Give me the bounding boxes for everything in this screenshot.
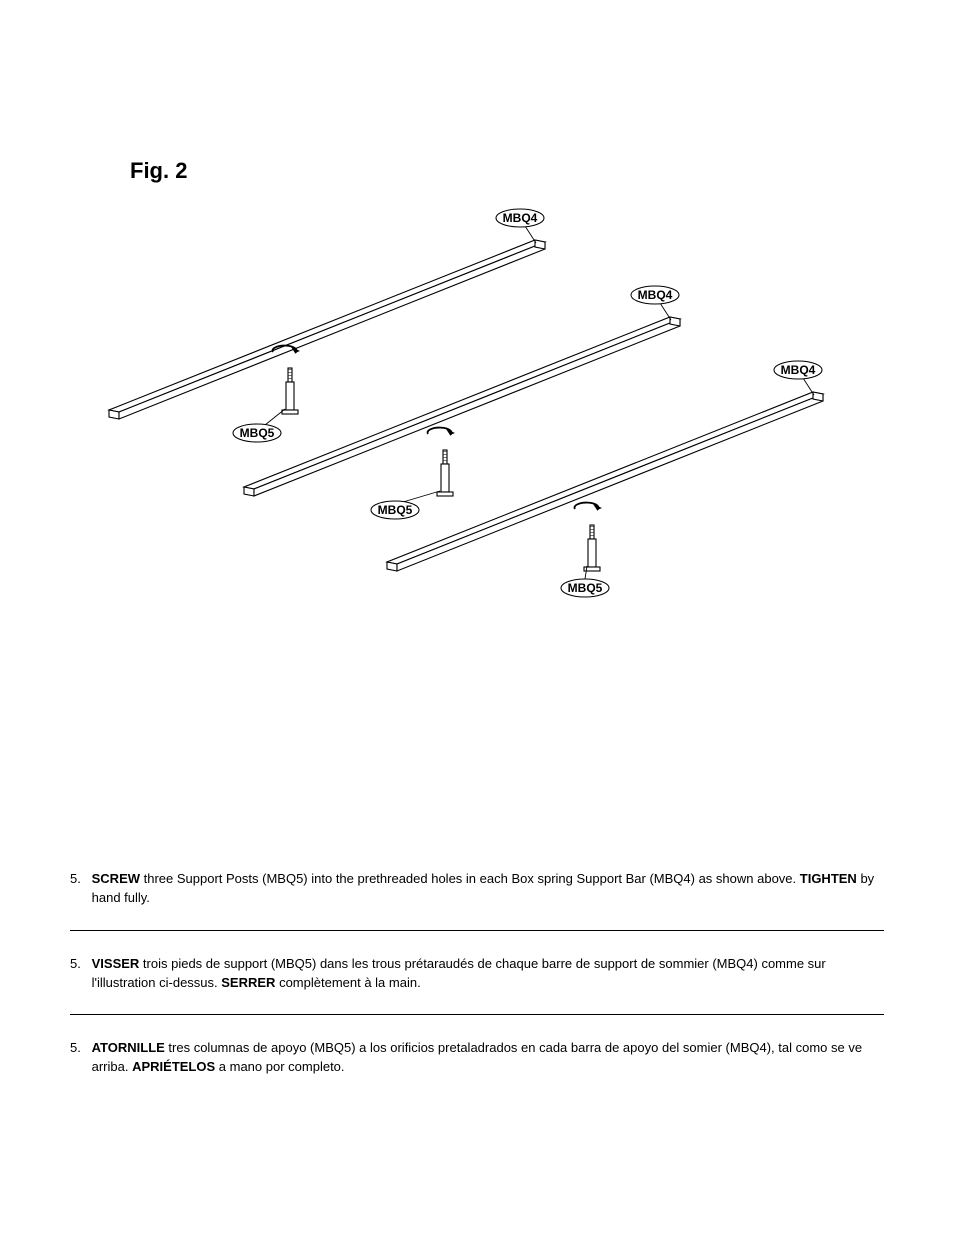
svg-text:MBQ5: MBQ5 xyxy=(568,581,603,595)
svg-text:MBQ4: MBQ4 xyxy=(781,363,816,377)
bold-word: APRIÉTELOS xyxy=(132,1059,215,1074)
step-en: 5. SCREW three Support Posts (MBQ5) into… xyxy=(70,870,884,908)
step-body: SCREW three Support Posts (MBQ5) into th… xyxy=(92,870,882,908)
svg-text:MBQ5: MBQ5 xyxy=(240,426,275,440)
instructions-block: 5. SCREW three Support Posts (MBQ5) into… xyxy=(70,870,884,1099)
bold-word: SERRER xyxy=(221,975,275,990)
bold-word: SCREW xyxy=(92,871,140,886)
divider xyxy=(70,1014,884,1015)
step-text: trois pieds de support (MBQ5) dans les t… xyxy=(92,956,826,990)
step-text: three Support Posts (MBQ5) into the pret… xyxy=(140,871,800,886)
bold-word: VISSER xyxy=(92,956,140,971)
assembly-diagram: MBQ4 MBQ5 MBQ4 MBQ5 MBQ4 MBQ5 xyxy=(0,0,954,620)
step-text: a mano por completo. xyxy=(215,1059,344,1074)
svg-text:MBQ5: MBQ5 xyxy=(378,503,413,517)
step-number: 5. xyxy=(70,955,88,974)
svg-text:MBQ4: MBQ4 xyxy=(638,288,673,302)
bold-word: TIGHTEN xyxy=(800,871,857,886)
step-number: 5. xyxy=(70,1039,88,1058)
divider xyxy=(70,930,884,931)
step-number: 5. xyxy=(70,870,88,889)
step-es: 5. ATORNILLE tres columnas de apoyo (MBQ… xyxy=(70,1039,884,1077)
page: Fig. 2 MBQ4MBQ5MBQ4MBQ5MBQ4MBQ5 5. SCREW… xyxy=(0,0,954,1235)
step-body: VISSER trois pieds de support (MBQ5) dan… xyxy=(92,955,882,993)
step-body: ATORNILLE tres columnas de apoyo (MBQ5) … xyxy=(92,1039,882,1077)
svg-text:MBQ4: MBQ4 xyxy=(503,211,538,225)
step-text: complètement à la main. xyxy=(275,975,420,990)
bold-word: ATORNILLE xyxy=(92,1040,165,1055)
step-fr: 5. VISSER trois pieds de support (MBQ5) … xyxy=(70,955,884,993)
